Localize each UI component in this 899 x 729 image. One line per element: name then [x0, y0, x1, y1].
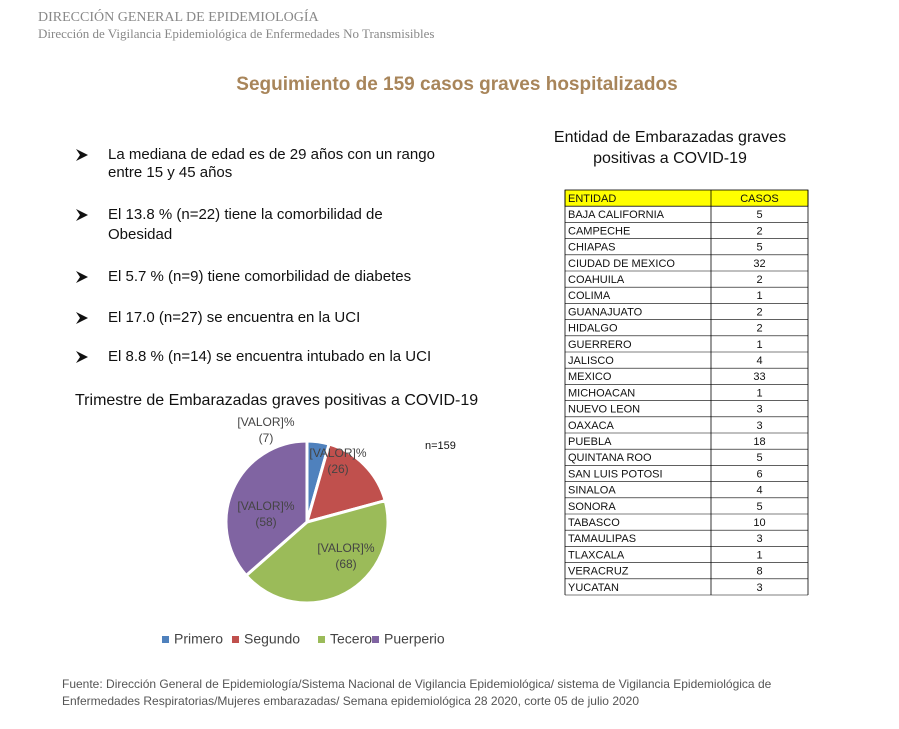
table-cell: 3 — [756, 420, 762, 432]
table-cell: 18 — [753, 436, 765, 448]
table-cell: MEXICO — [568, 371, 612, 383]
bullet-text: Obesidad — [108, 226, 172, 243]
table-title: positivas a COVID-19 — [593, 150, 747, 167]
table-cell: 5 — [756, 209, 762, 221]
legend-label: Primero — [174, 631, 223, 647]
table-cell: 1 — [756, 290, 762, 302]
table-cell: 1 — [756, 387, 762, 399]
table-cell: 5 — [756, 242, 762, 254]
bullet-arrow — [76, 351, 88, 363]
table-cell: 33 — [753, 371, 765, 383]
table-cell: HIDALGO — [568, 323, 618, 335]
table-cell: 5 — [756, 452, 762, 464]
bullet-arrow — [76, 271, 88, 283]
bullet-arrow — [76, 209, 88, 221]
table-cell: SONORA — [568, 501, 616, 513]
table-cell: MICHOACAN — [568, 387, 635, 399]
table-title: Entidad de Embarazadas graves — [554, 129, 786, 146]
table-cell: 1 — [756, 339, 762, 351]
pie-label: [VALOR]% — [237, 415, 294, 429]
table-cell: SAN LUIS POTOSI — [568, 468, 663, 480]
table-header: ENTIDAD — [568, 193, 616, 205]
pie-value-label: (68) — [335, 557, 356, 571]
table-cell: GUERRERO — [568, 339, 632, 351]
table-cell: 5 — [756, 501, 762, 513]
bullet-text: El 17.0 (n=27) se encuentra en la UCI — [108, 309, 360, 326]
table-cell: QUINTANA ROO — [568, 452, 652, 464]
table-cell: SINALOA — [568, 485, 616, 497]
table-cell: TAMAULIPAS — [568, 533, 636, 545]
pie-label: [VALOR]% — [309, 446, 366, 460]
table-cell: 1 — [756, 549, 762, 561]
table-cell: VERACRUZ — [568, 566, 629, 578]
table-cell: JALISCO — [568, 355, 614, 367]
table-cell: 3 — [756, 404, 762, 416]
header-title: DIRECCIÓN GENERAL DE EPIDEMIOLOGÍA — [38, 8, 320, 25]
table-cell: PUEBLA — [568, 436, 612, 448]
table-cell: CHIAPAS — [568, 242, 615, 254]
table-cell: TABASCO — [568, 517, 620, 529]
pie-title: Trimestre de Embarazadas graves positiva… — [75, 392, 478, 409]
table-cell: COAHUILA — [568, 274, 625, 286]
pie-slice — [224, 439, 309, 578]
table-cell: 2 — [756, 306, 762, 318]
table-cell: CIUDAD DE MEXICO — [568, 258, 675, 270]
table-cell: GUANAJUATO — [568, 306, 643, 318]
legend-swatch — [162, 636, 169, 643]
pie-slice — [304, 442, 387, 525]
bullet-arrow — [76, 149, 88, 161]
pie-label: [VALOR]% — [317, 541, 374, 555]
pie-value-label: (7) — [259, 431, 274, 445]
bullet-text: La mediana de edad es de 29 años con un … — [108, 146, 435, 163]
table-cell: 4 — [756, 485, 762, 497]
table-cell: 2 — [756, 274, 762, 286]
table-cell: 4 — [756, 355, 762, 367]
legend-label: Tecero — [330, 631, 372, 647]
table-cell: 8 — [756, 566, 762, 578]
table-cell: 3 — [756, 533, 762, 545]
legend-swatch — [232, 636, 239, 643]
table-cell: BAJA CALIFORNIA — [568, 209, 665, 221]
bullet-text: El 5.7 % (n=9) tiene comorbilidad de dia… — [108, 268, 411, 285]
legend-label: Puerperio — [384, 631, 445, 647]
table-cell: 10 — [753, 517, 765, 529]
table-cell: 2 — [756, 225, 762, 237]
table-cell: YUCATAN — [568, 582, 619, 594]
legend-swatch — [318, 636, 325, 643]
table-cell: COLIMA — [568, 290, 611, 302]
pie-label: [VALOR]% — [237, 499, 294, 513]
legend-label: Segundo — [244, 631, 300, 647]
table-cell: CAMPECHE — [568, 225, 630, 237]
table-cell: 6 — [756, 468, 762, 480]
table-cell: 32 — [753, 258, 765, 270]
table-cell: NUEVO LEON — [568, 404, 640, 416]
table-header: CASOS — [740, 193, 779, 205]
table-cell: 3 — [756, 582, 762, 594]
source: Enfermedades Respiratorias/Mujeres embar… — [62, 694, 639, 708]
legend-swatch — [372, 636, 379, 643]
source: Fuente: Dirección General de Epidemiolog… — [62, 677, 772, 691]
pie-value-label: (26) — [327, 462, 348, 476]
bullet-text: El 8.8 % (n=14) se encuentra intubado en… — [108, 348, 431, 365]
table-cell: TLAXCALA — [568, 549, 625, 561]
header-subtitle: Dirección de Vigilancia Epidemiológica d… — [38, 26, 434, 41]
pie-value-label: (58) — [255, 515, 276, 529]
pie-note: n=159 — [425, 440, 456, 452]
slide-title: Seguimiento de 159 casos graves hospital… — [236, 74, 677, 95]
bullet-text: entre 15 y 45 años — [108, 164, 232, 181]
bullet-text: El 13.8 % (n=22) tiene la comorbilidad d… — [108, 206, 383, 223]
table-cell: 2 — [756, 323, 762, 335]
table-cell: OAXACA — [568, 420, 615, 432]
pie-slice — [244, 498, 390, 605]
bullet-arrow — [76, 312, 88, 324]
